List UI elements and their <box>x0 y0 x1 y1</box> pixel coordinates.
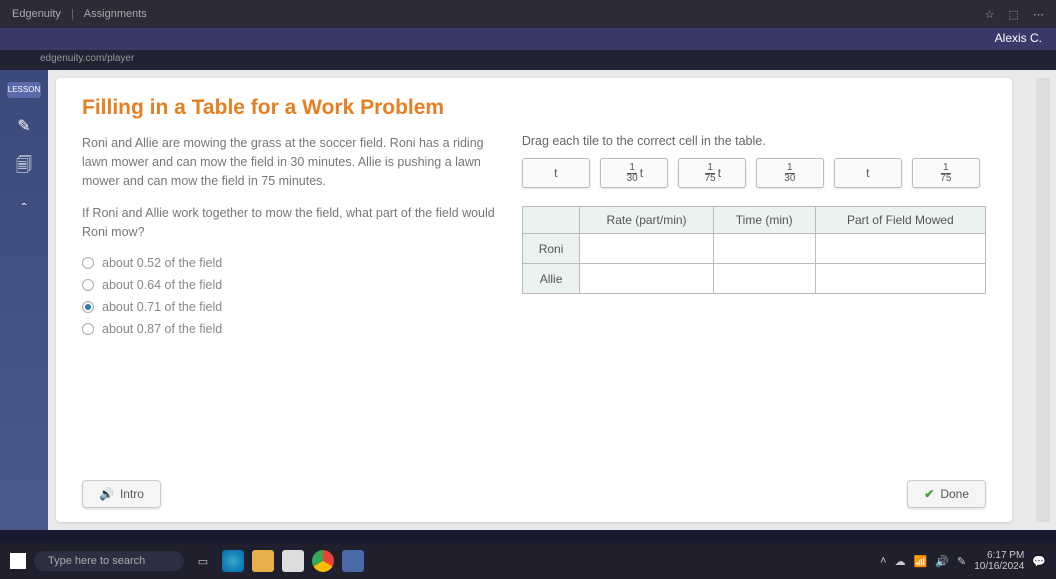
activity-column: Drag each tile to the correct cell in th… <box>522 134 986 470</box>
task-view-icon[interactable]: ▭ <box>192 550 214 572</box>
table-header-rate: Rate (part/min) <box>580 207 714 234</box>
intro-label: Intro <box>120 487 144 501</box>
option-a[interactable]: about 0.52 of the field <box>82 256 498 270</box>
tile-1-75-t[interactable]: 175 t <box>678 158 746 188</box>
radio-icon <box>82 257 94 269</box>
answer-options: about 0.52 of the field about 0.64 of th… <box>82 256 498 336</box>
option-d[interactable]: about 0.87 of the field <box>82 322 498 336</box>
table-header-part: Part of Field Mowed <box>815 207 985 234</box>
tray-wifi-icon[interactable]: 📶 <box>914 555 928 568</box>
row-label-allie: Allie <box>522 264 579 294</box>
drop-cell-allie-rate[interactable] <box>580 264 714 294</box>
taskbar-search[interactable]: Type here to search <box>34 551 184 571</box>
lesson-title: Filling in a Table for a Work Problem <box>82 96 986 120</box>
tab-1[interactable]: Edgenuity <box>12 8 61 20</box>
table-row: Roni <box>522 234 985 264</box>
table-header-row: Rate (part/min) Time (min) Part of Field… <box>522 207 985 234</box>
edge-icon[interactable] <box>222 550 244 572</box>
drop-cell-roni-time[interactable] <box>713 234 815 264</box>
lesson-rail: LESSON ✎ 🗐 ＾ <box>0 70 48 530</box>
check-icon: ✔ <box>924 487 934 501</box>
explorer-icon[interactable] <box>252 550 274 572</box>
windows-taskbar: Type here to search ▭ ˄ ☁ 📶 🔊 ✎ 6:17 PM … <box>0 543 1056 579</box>
notes-icon[interactable]: 🗐 <box>16 154 32 181</box>
tray-cloud-icon[interactable]: ☁ <box>895 555 906 568</box>
option-c[interactable]: about 0.71 of the field <box>82 300 498 314</box>
table-header-time: Time (min) <box>713 207 815 234</box>
store-icon[interactable] <box>282 550 304 572</box>
tile-t[interactable]: t <box>522 158 590 188</box>
clock-time: 6:17 PM <box>974 550 1024 561</box>
user-banner: Alexis C. <box>0 28 1056 50</box>
work-table: Rate (part/min) Time (min) Part of Field… <box>522 206 986 294</box>
done-label: Done <box>940 487 969 501</box>
tile-t-2[interactable]: t <box>834 158 902 188</box>
taskbar-clock[interactable]: 6:17 PM 10/16/2024 <box>974 550 1024 572</box>
clock-date: 10/16/2024 <box>974 561 1024 572</box>
card-footer: 🔊 Intro ✔ Done <box>82 470 986 508</box>
app-icon[interactable] <box>342 550 364 572</box>
drop-cell-roni-rate[interactable] <box>580 234 714 264</box>
pencil-icon[interactable]: ✎ <box>17 116 30 136</box>
tile-1-75[interactable]: 175 <box>912 158 980 188</box>
main-area: LESSON ✎ 🗐 ＾ Filling in a Table for a Wo… <box>0 70 1056 530</box>
problem-text-2: If Roni and Allie work together to mow t… <box>82 204 498 242</box>
collapse-icon[interactable]: ＾ <box>16 199 32 223</box>
vertical-scrollbar[interactable] <box>1036 78 1050 522</box>
table-header-blank <box>522 207 579 234</box>
option-label: about 0.52 of the field <box>102 256 222 270</box>
tile-bank: t 130 t 175 t 130 t 175 <box>522 158 986 188</box>
tray-volume-icon[interactable]: 🔊 <box>935 555 949 568</box>
table-row: Allie <box>522 264 985 294</box>
lesson-badge: LESSON <box>7 82 41 98</box>
url-bar[interactable]: edgenuity.com/player <box>0 50 1056 70</box>
tab-2[interactable]: Assignments <box>84 8 147 20</box>
radio-icon <box>82 301 94 313</box>
radio-icon <box>82 323 94 335</box>
user-name-label: Alexis C. <box>995 31 1042 45</box>
browser-tab-strip: Edgenuity | Assignments ☆ ⬚ ⋯ <box>0 0 1056 28</box>
more-icon[interactable]: ⋯ <box>1033 8 1044 21</box>
speaker-icon: 🔊 <box>99 487 114 501</box>
option-label: about 0.64 of the field <box>102 278 222 292</box>
option-label: about 0.71 of the field <box>102 300 222 314</box>
lesson-card: Filling in a Table for a Work Problem Ro… <box>56 78 1012 522</box>
notifications-icon[interactable]: 💬 <box>1032 555 1046 568</box>
tray-pen-icon[interactable]: ✎ <box>957 555 966 568</box>
row-label-roni: Roni <box>522 234 579 264</box>
chrome-icon[interactable] <box>312 550 334 572</box>
extensions-icon[interactable]: ⬚ <box>1009 8 1019 21</box>
tile-1-30-t[interactable]: 130 t <box>600 158 668 188</box>
star-icon[interactable]: ☆ <box>985 8 995 21</box>
search-placeholder: Type here to search <box>48 555 145 567</box>
drop-cell-roni-part[interactable] <box>815 234 985 264</box>
drop-cell-allie-time[interactable] <box>713 264 815 294</box>
tile-1-30[interactable]: 130 <box>756 158 824 188</box>
intro-button[interactable]: 🔊 Intro <box>82 480 161 508</box>
problem-text-1: Roni and Allie are mowing the grass at t… <box>82 134 498 190</box>
url-text: edgenuity.com/player <box>40 53 134 64</box>
done-button[interactable]: ✔ Done <box>907 480 986 508</box>
option-b[interactable]: about 0.64 of the field <box>82 278 498 292</box>
option-label: about 0.87 of the field <box>102 322 222 336</box>
tray-chevron-icon[interactable]: ˄ <box>880 555 886 567</box>
radio-icon <box>82 279 94 291</box>
drag-instruction: Drag each tile to the correct cell in th… <box>522 134 986 148</box>
drop-cell-allie-part[interactable] <box>815 264 985 294</box>
problem-column: Roni and Allie are mowing the grass at t… <box>82 134 498 470</box>
start-button[interactable] <box>10 553 26 569</box>
